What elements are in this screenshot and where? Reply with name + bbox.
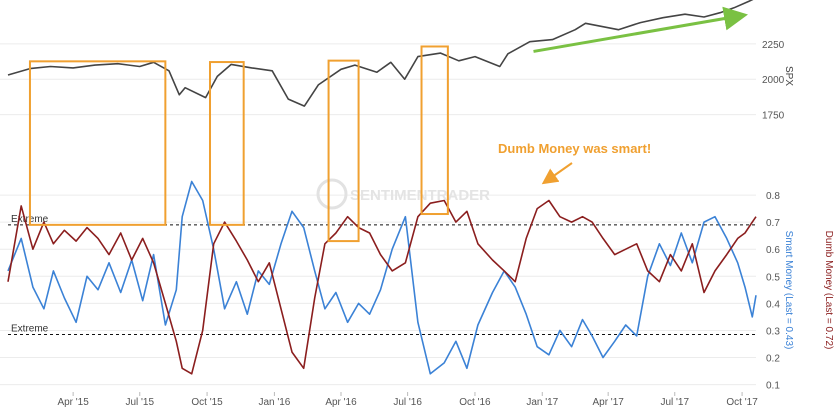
spx-axis-ticks: 1750 2000 2250 <box>762 40 785 122</box>
axis-titles: SPX Smart Money (Last = 0.43) Dumb Money… <box>783 66 834 349</box>
x-tick-label: Jan '17 <box>526 397 558 408</box>
x-tick-label: Apr '15 <box>57 397 89 408</box>
callout-text: Dumb Money was smart! <box>498 141 651 156</box>
x-tick-label: Jul '16 <box>393 397 422 408</box>
x-axis-ticks: Apr '15 Jul '15 Oct '15 Jan '16 Apr '16 Jul '… <box>57 392 758 408</box>
x-tick-label: Apr '17 <box>592 397 624 408</box>
spx-tick-label: 1750 <box>762 111 785 122</box>
watermark-logo-icon <box>316 178 348 210</box>
sentiment-tick-label: 0.7 <box>766 218 780 229</box>
x-tick-label: Oct '15 <box>191 397 223 408</box>
highlight-box <box>327 59 360 243</box>
gridlines <box>0 43 756 386</box>
sentiment-series <box>7 180 757 375</box>
spx-series <box>7 0 754 107</box>
sentiment-tick-label: 0.8 <box>766 191 780 202</box>
watermark-text: SENTIMENTRADER <box>350 187 490 204</box>
x-tick-label: Jan '16 <box>258 397 290 408</box>
spx-axis-title: SPX <box>783 66 794 86</box>
x-tick-label: Jul '17 <box>660 397 689 408</box>
dumb-money-line <box>7 199 757 375</box>
highlight-box <box>28 60 167 226</box>
smart-money-axis-title: Smart Money (Last = 0.43) <box>783 231 794 350</box>
sentiment-tick-label: 0.5 <box>766 272 780 283</box>
sentiment-tick-label: 0.2 <box>766 354 780 365</box>
callout-arrow <box>541 162 573 185</box>
annotation-arrows <box>533 6 749 185</box>
highlight-box <box>420 45 449 216</box>
x-tick-label: Apr '16 <box>325 397 357 408</box>
highlight-box <box>209 61 245 226</box>
sentiment-tick-label: 0.4 <box>766 299 780 310</box>
x-tick-label: Oct '17 <box>726 397 758 408</box>
smart-money-line <box>7 180 757 375</box>
sentiment-tick-label: 0.3 <box>766 326 780 337</box>
extreme-label: Extreme <box>11 324 49 335</box>
spx-tick-label: 2250 <box>762 40 785 51</box>
watermark: SENTIMENTRADER <box>316 178 490 210</box>
sentiment-tick-label: 0.1 <box>766 381 780 392</box>
sentiment-tick-label: 0.6 <box>766 245 780 256</box>
sentiment-axis-ticks: 0.1 0.2 0.3 0.4 0.5 0.6 0.7 0.8 <box>766 191 780 392</box>
dumb-money-axis-title: Dumb Money (Last = 0.72) <box>823 231 834 350</box>
trend-arrow <box>533 6 749 53</box>
spx-line <box>7 0 754 107</box>
x-tick-label: Oct '16 <box>459 397 491 408</box>
x-tick-label: Jul '15 <box>125 397 154 408</box>
highlight-boxes <box>28 45 449 243</box>
spx-tick-label: 2000 <box>762 75 785 86</box>
